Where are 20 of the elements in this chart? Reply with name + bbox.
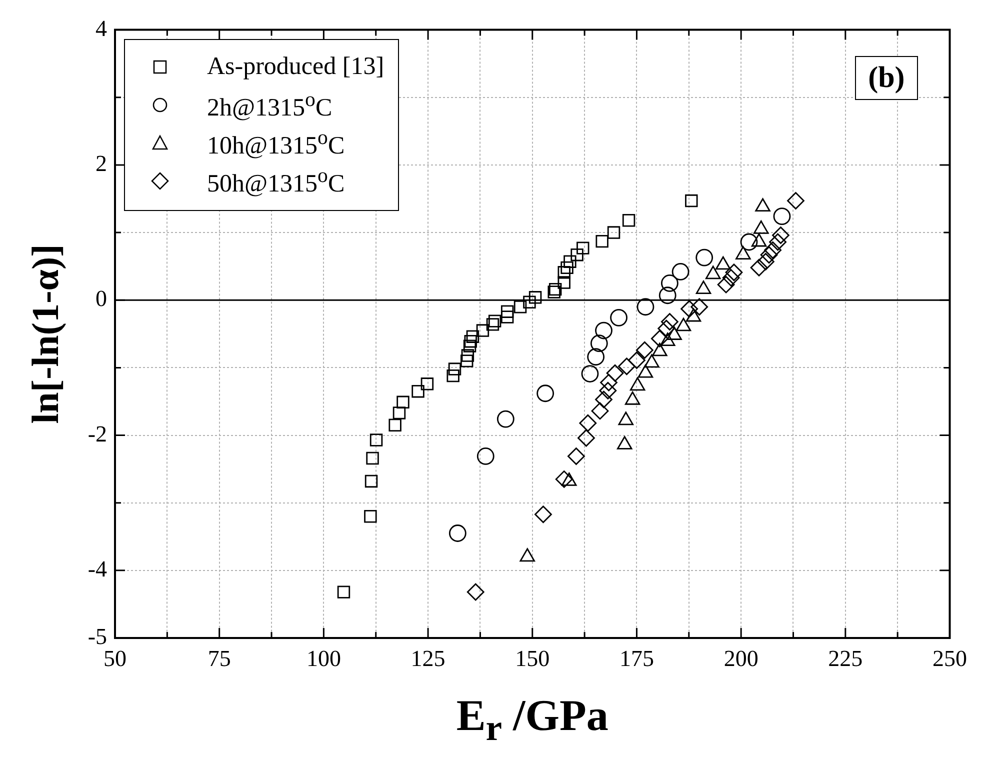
x-tick-label: 125: [410, 646, 446, 671]
legend-label: 10h@1315$^{o}$C: [207, 125, 345, 160]
y-axis-title: ln[-ln(1-α)]: [24, 243, 68, 426]
y-tick-label: 0: [96, 286, 107, 312]
y-tick-label: 2: [96, 151, 107, 176]
x-tick-label: 225: [828, 646, 863, 671]
x-tick-label: 200: [724, 646, 758, 671]
x-axis-title: E$_{r}$ /GPa: [455, 690, 610, 749]
y-tick-label: -2: [88, 421, 107, 446]
x-tick-label: 175: [619, 646, 654, 671]
x-tick-label: 150: [515, 646, 550, 671]
legend-label: 50h@1315$^{o}$C: [207, 163, 345, 198]
annotation: (b): [855, 56, 918, 100]
y-tick-label: -4: [88, 556, 108, 582]
y-tick-label: 4: [96, 16, 108, 41]
x-tick-label: 250: [932, 646, 967, 671]
x-tick-label: 75: [208, 646, 231, 671]
x-tick-label: 100: [306, 646, 341, 671]
legend-label: As-produced [13]: [207, 52, 384, 81]
legend-label: 2h@1315$^{o}$C: [207, 87, 332, 122]
